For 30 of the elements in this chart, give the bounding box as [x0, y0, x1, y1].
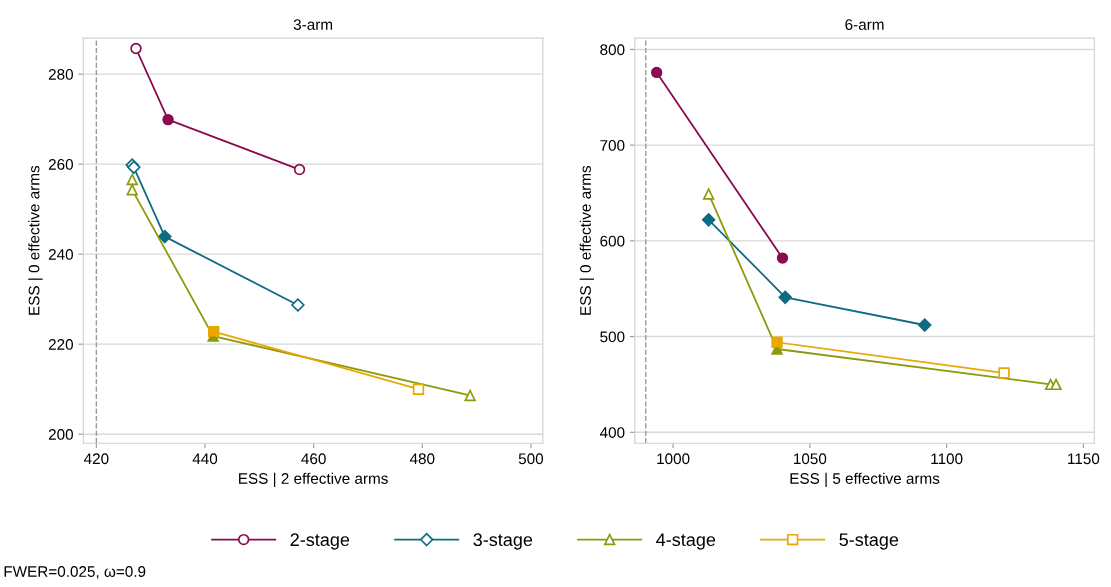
legend-label: 4-stage [656, 533, 716, 550]
x-tick-label: 1050 [794, 453, 827, 465]
x-tick-label: 1150 [1068, 453, 1100, 465]
chart-title: 6-arm [845, 19, 884, 30]
y-tick-label: 260 [48, 159, 74, 170]
text: FWER=0.025, ω=0.9 [4, 566, 146, 579]
y-tick-label: 400 [599, 427, 625, 438]
x-tick-label: 1000 [657, 453, 690, 465]
x-tick-label: 480 [409, 453, 435, 465]
y-tick-label: 700 [600, 140, 625, 151]
y-axis-title: ESS | 0 effective arms [579, 165, 595, 315]
x-axis-title: ESS | 2 effective arms [239, 472, 388, 488]
y-tick-label: 600 [600, 235, 625, 247]
x-tick-label: 440 [192, 453, 218, 465]
legend-label: 5-stage [839, 533, 899, 550]
x-tick-label: 460 [301, 453, 326, 465]
y-tick-label: 240 [48, 249, 74, 260]
y-tick-label: 280 [48, 69, 74, 80]
y-axis-title: ESS | 0 effective arms [28, 165, 43, 315]
chart-title: 3-arm [293, 19, 333, 30]
y-tick-label: 500 [600, 331, 625, 343]
legend-label: 3-stage [473, 533, 533, 550]
y-tick-label: 800 [600, 44, 625, 56]
x-tick-label: 500 [518, 453, 544, 465]
x-tick-label: 1100 [931, 453, 963, 465]
x-axis-title: ESS | 5 effective arms [790, 472, 940, 488]
y-tick-label: 200 [48, 429, 74, 440]
legend-label: 2-stage [290, 533, 350, 550]
x-tick-label: 420 [83, 453, 109, 465]
y-tick-label: 220 [48, 339, 74, 350]
